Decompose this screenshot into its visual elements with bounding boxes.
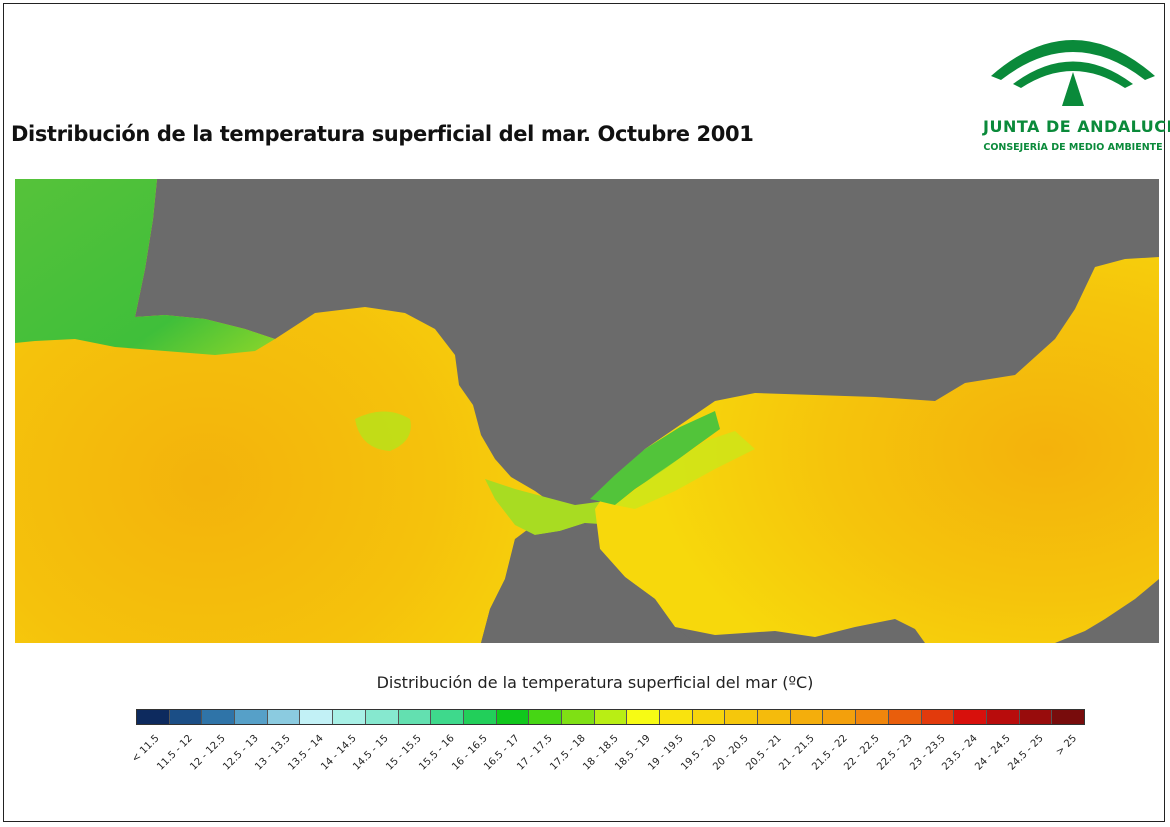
legend-labels: < 11.5 11.5 - 12 12 - 12.5 12.5 - 13 13 - 13… [130, 729, 1085, 789]
logo-title: JUNTA DE ANDALUCIA [983, 117, 1170, 136]
legend-swatch [235, 710, 268, 724]
legend-swatch [529, 710, 562, 724]
alboran-sea [595, 257, 1159, 643]
legend-swatch [986, 710, 1020, 724]
legend-label: 20.5 - 21 [744, 733, 784, 773]
legend-swatch [954, 710, 987, 724]
page-title: Distribución de la temperatura superfici… [11, 122, 754, 146]
cool-patch [355, 411, 411, 451]
alboran-transition [615, 431, 755, 509]
legend-color-bar [136, 709, 1085, 725]
legend-swatch [856, 710, 889, 724]
legend-swatch [725, 710, 759, 724]
legend-swatch [823, 710, 857, 724]
alboran-cool-edge [590, 411, 720, 505]
legend-swatch [463, 710, 497, 724]
legend-label: 19 - 19.5 [646, 733, 686, 773]
legend-swatch [300, 710, 334, 724]
legend-swatch [137, 710, 170, 724]
junta-arch-icon [991, 40, 1155, 106]
legend-swatch [921, 710, 955, 724]
legend-label: 15.5 - 16 [417, 733, 457, 773]
legend-swatch [660, 710, 693, 724]
legend-label: 13.5 - 14 [286, 733, 326, 773]
legend-label: 21 - 21.5 [777, 733, 817, 773]
legend-swatch [365, 710, 399, 724]
legend-swatch [431, 710, 464, 724]
atlantic-sea [15, 179, 560, 643]
legend-label: < 11.5 [130, 733, 162, 765]
legend-label: 11.5 - 12 [155, 733, 195, 773]
legend-label: 17 - 17.5 [515, 733, 555, 773]
legend-swatch [496, 710, 530, 724]
legend-swatch [888, 710, 922, 724]
legend-label: 12 - 12.5 [187, 733, 228, 773]
legend-label: 22.5 - 23 [875, 733, 915, 773]
legend-swatch [267, 710, 301, 724]
legend-swatch [758, 710, 791, 724]
legend-swatch [561, 710, 595, 724]
legend-swatch [790, 710, 824, 724]
legend-swatch [627, 710, 660, 724]
junta-logo: JUNTA DE ANDALUCIA CONSEJERÍA DE MEDIO A… [983, 14, 1170, 164]
legend-swatch [1019, 710, 1053, 724]
legend-swatch [202, 710, 236, 724]
legend-label: > 25 [1053, 733, 1079, 758]
sst-map [15, 179, 1159, 643]
legend-label: 24 - 24.5 [973, 733, 1013, 773]
logo-subtitle: CONSEJERÍA DE MEDIO AMBIENTE [983, 142, 1163, 153]
legend-swatch [398, 710, 432, 724]
legend-swatch [1052, 710, 1084, 724]
cool-nw-waters [15, 179, 275, 355]
legend-title: Distribución de la temperatura superfici… [376, 673, 814, 692]
legend-label: 15 - 15.5 [384, 733, 424, 773]
legend-swatch [333, 710, 366, 724]
legend-label: 24.5 - 25 [1006, 733, 1046, 773]
legend-swatch [594, 710, 628, 724]
strait-land [481, 523, 695, 643]
legend-swatch [692, 710, 726, 724]
legend-swatch [169, 710, 203, 724]
